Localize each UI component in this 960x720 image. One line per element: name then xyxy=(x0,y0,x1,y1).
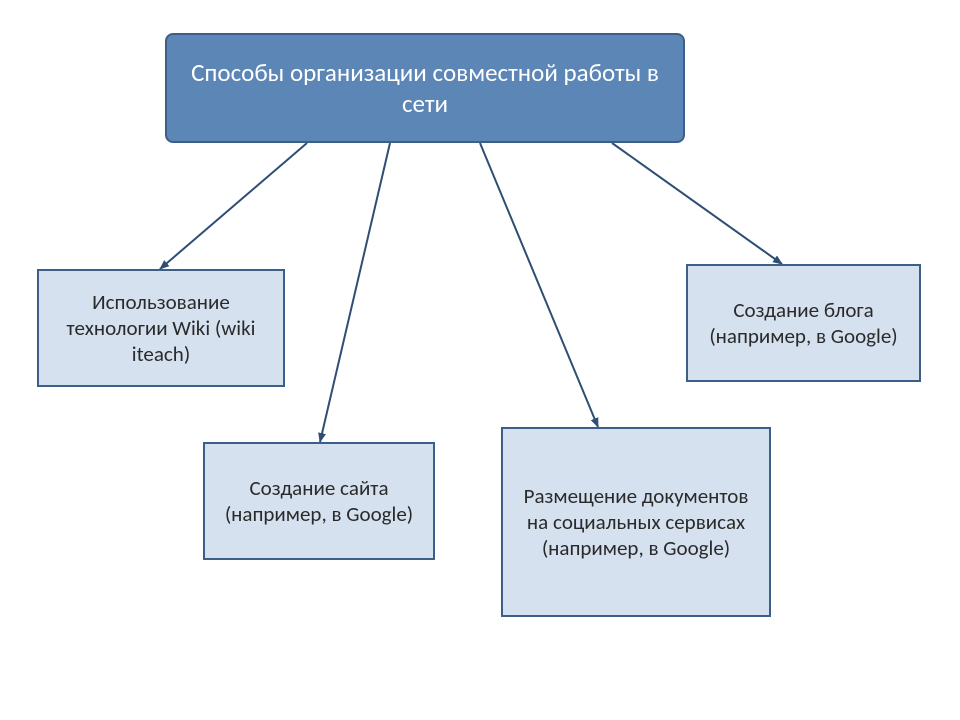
root-label: Способы организации совместной работы в … xyxy=(179,57,671,120)
leaf-node-site: Создание сайта (например, в Google) xyxy=(203,442,435,560)
leaf-label: Использование технологии Wiki (wiki itea… xyxy=(51,289,271,368)
leaf-label: Создание блога (например, в Google) xyxy=(700,297,907,350)
leaf-node-blog: Создание блога (например, в Google) xyxy=(686,264,921,382)
leaf-label: Создание сайта (например, в Google) xyxy=(217,475,421,528)
root-node: Способы организации совместной работы в … xyxy=(165,33,685,143)
leaf-node-wiki: Использование технологии Wiki (wiki itea… xyxy=(37,269,285,387)
leaf-node-docs: Размещение документов на социальных серв… xyxy=(501,427,771,617)
leaf-label: Размещение документов на социальных серв… xyxy=(515,483,757,562)
